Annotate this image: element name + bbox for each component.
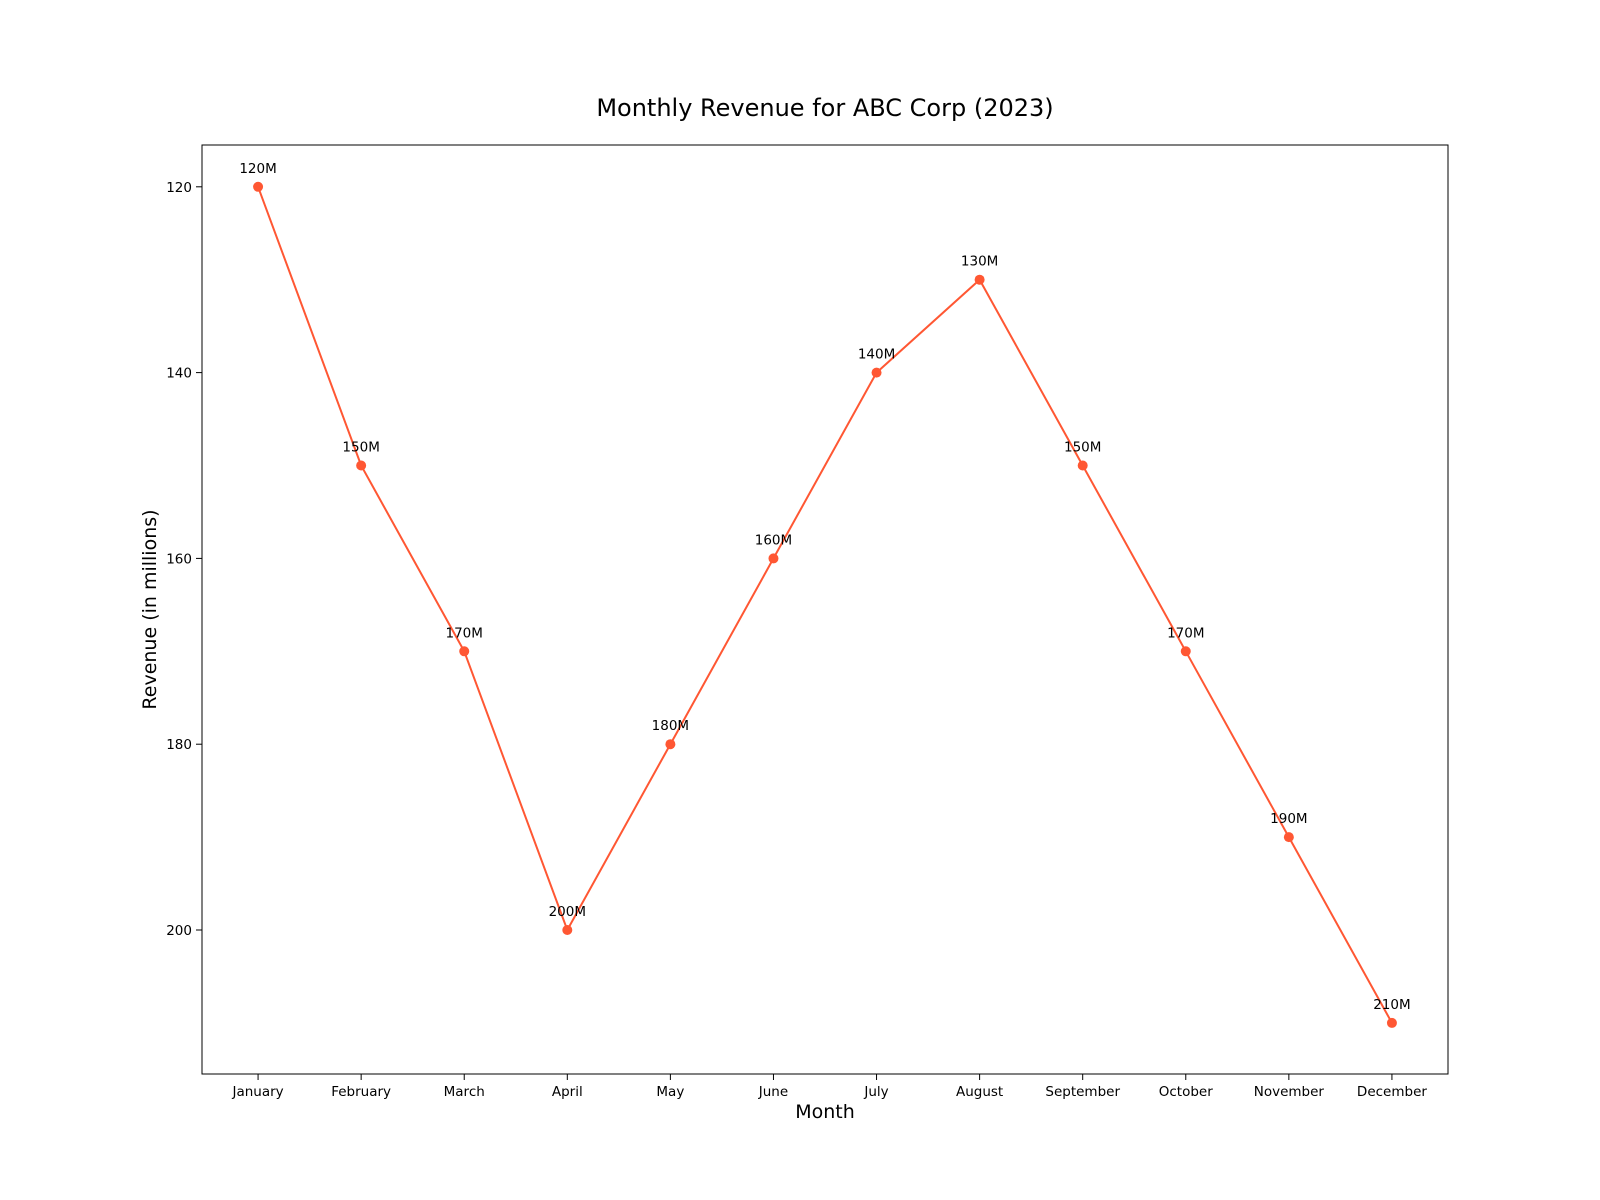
data-point xyxy=(871,367,882,378)
data-point xyxy=(1180,646,1191,657)
x-tick-label: March xyxy=(444,1084,485,1100)
data-point xyxy=(974,274,985,285)
x-tick-label: December xyxy=(1357,1084,1427,1100)
data-point xyxy=(768,553,779,564)
data-point xyxy=(459,646,470,657)
x-tick-label: April xyxy=(552,1084,583,1100)
data-point xyxy=(356,460,367,471)
data-label: 140M xyxy=(858,347,895,363)
data-label: 150M xyxy=(342,440,379,456)
x-tick-label: January xyxy=(231,1084,283,1100)
x-tick-label: May xyxy=(656,1084,684,1100)
series-revenue: 120M 150M 170M 200M 180M 160M 140M 130M 150M 170M… xyxy=(239,161,1411,1028)
series-line xyxy=(257,186,1393,1024)
x-tick-label: June xyxy=(758,1084,788,1100)
data-point xyxy=(665,739,676,750)
y-tick-label: 120 xyxy=(166,180,192,196)
x-axis-label: Month xyxy=(795,1101,855,1123)
plot-area xyxy=(201,144,1449,1075)
y-axis: 120 140 160 180 200 xyxy=(166,180,202,939)
x-tick-label: July xyxy=(863,1084,888,1100)
data-point xyxy=(562,925,573,936)
data-point xyxy=(1077,460,1088,471)
y-tick-label: 200 xyxy=(166,923,192,939)
data-label: 190M xyxy=(1270,811,1307,827)
data-label: 180M xyxy=(652,718,689,734)
x-tick-label: November xyxy=(1254,1084,1325,1100)
x-axis: January February March April May June July Augu… xyxy=(231,1074,1427,1100)
chart-title: Monthly Revenue for ABC Corp (2023) xyxy=(596,94,1053,122)
data-label: 150M xyxy=(1064,440,1101,456)
data-label: 170M xyxy=(1167,625,1204,641)
data-label: 120M xyxy=(239,161,276,177)
data-label: 160M xyxy=(755,532,792,548)
data-point xyxy=(1283,832,1294,843)
x-tick-label: September xyxy=(1045,1084,1120,1100)
data-label: 200M xyxy=(549,904,586,920)
y-tick-label: 180 xyxy=(166,737,192,753)
data-label: 210M xyxy=(1373,997,1410,1013)
x-tick-label: February xyxy=(331,1084,391,1100)
x-tick-label: August xyxy=(956,1084,1003,1100)
y-axis-label: Revenue (in millions) xyxy=(139,509,161,709)
x-tick-label: October xyxy=(1159,1084,1213,1100)
data-label: 170M xyxy=(446,625,483,641)
data-point xyxy=(1386,1017,1397,1028)
y-tick-label: 160 xyxy=(166,551,192,567)
data-point xyxy=(253,181,264,192)
data-label: 130M xyxy=(961,254,998,270)
y-tick-label: 140 xyxy=(166,366,192,382)
